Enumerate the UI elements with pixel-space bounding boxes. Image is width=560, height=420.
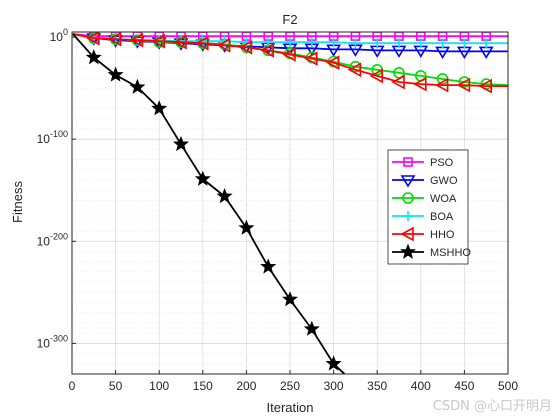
data-point-boa (415, 38, 426, 49)
y-tick-label: 10-300 (37, 333, 68, 350)
x-tick-label: 350 (367, 379, 387, 393)
data-point-boa (372, 38, 383, 49)
data-point-mshho (238, 219, 255, 235)
data-point-hho (86, 32, 100, 46)
plot-area (72, 32, 508, 374)
x-tick-label: 0 (69, 379, 76, 393)
watermark: CSDN @心口开明月 (432, 399, 552, 414)
data-point-boa (394, 38, 404, 49)
legend-marker-woa (402, 192, 414, 204)
data-point-hho (282, 47, 296, 62)
data-point-hho (413, 76, 427, 92)
data-point-hho (391, 74, 405, 90)
data-point-hho (238, 39, 253, 55)
data-point-mshho (129, 78, 146, 94)
data-point-hho (195, 35, 209, 51)
data-point-mshho (216, 188, 233, 204)
legend-marker-hho (400, 226, 414, 242)
data-point-boa (328, 37, 339, 48)
x-tick-label: 450 (454, 379, 474, 393)
series-hho (72, 32, 508, 94)
data-point-hho (107, 32, 122, 47)
data-point-hho (216, 37, 231, 53)
data-point-boa (285, 37, 295, 48)
legend-marker-gwo (400, 175, 416, 188)
legend-label-mshho: MSHHO (430, 247, 471, 259)
legend-entry-gwo: GWO (392, 175, 458, 188)
x-tick-label: 500 (498, 379, 518, 393)
series-line-pso (72, 33, 508, 37)
legend-label-boa: BOA (430, 211, 454, 223)
x-tick-label: 400 (411, 379, 431, 393)
legend-marker-mshho (399, 243, 417, 259)
data-point-hho (260, 43, 275, 58)
data-point-boa (263, 37, 274, 48)
y-tick-label: 10-100 (37, 129, 68, 146)
data-point-hho (434, 77, 449, 93)
data-point-mshho (194, 170, 211, 186)
data-point-hho (347, 62, 362, 78)
legend-label-gwo: GWO (430, 175, 458, 187)
legend-entry-mshho: MSHHO (392, 243, 471, 259)
data-point-boa (350, 38, 361, 49)
y-tick-label: 100 (50, 27, 68, 44)
x-tick-label: 250 (280, 379, 300, 393)
x-tick-label: 200 (236, 379, 256, 393)
data-point-mshho (172, 135, 190, 152)
legend-marker-boa (403, 211, 413, 221)
legend-label-woa: WOA (430, 193, 457, 205)
data-point-woa (393, 67, 405, 79)
data-point-mshho (281, 291, 299, 307)
legend-entry-pso: PSO (392, 157, 454, 169)
legend-box (387, 149, 469, 265)
x-tick-label: 150 (193, 379, 213, 393)
x-axis-label: Iteration (267, 400, 314, 415)
data-point-mshho (303, 320, 320, 336)
x-axis-ticks: 0 50 100 150 200 250 300 350 400 450 500 (69, 370, 518, 393)
legend-label-pso: PSO (430, 157, 454, 169)
x-tick-label: 300 (324, 379, 344, 393)
data-point-hho (151, 33, 165, 49)
data-point-boa (481, 38, 492, 49)
data-point-hho (456, 77, 471, 93)
y-axis-ticks: 100 10-100 10-200 10-300 (37, 27, 76, 350)
y-axis-label: Fitness (10, 181, 25, 223)
series-line-hho (72, 33, 508, 87)
data-point-mshho (85, 49, 102, 65)
y-tick-label: 10-200 (37, 231, 68, 248)
data-point-mshho (260, 258, 277, 274)
data-point-hho (304, 51, 318, 66)
data-point-hho (325, 55, 340, 70)
data-point-boa (306, 37, 317, 48)
data-point-mshho (325, 355, 342, 371)
legend-entry-boa: BOA (392, 211, 454, 223)
data-point-mshho (151, 100, 168, 116)
data-point-hho (173, 34, 187, 50)
legend-label-hho: HHO (430, 229, 455, 241)
data-point-mshho (107, 66, 124, 82)
legend-marker-pso (403, 157, 413, 167)
chart-title: F2 (282, 12, 297, 27)
data-point-hho (369, 68, 384, 84)
data-point-hho (478, 78, 493, 94)
x-tick-label: 100 (149, 379, 169, 393)
data-point-boa (459, 38, 470, 49)
legend-entry-woa: WOA (392, 192, 457, 205)
x-tick-label: 50 (109, 379, 123, 393)
legend-entry-hho: HHO (392, 226, 455, 242)
legend: PSO GWO WOA BOA HHO MSHHO (387, 149, 471, 265)
series-mshho (72, 33, 346, 374)
data-point-hho (129, 32, 144, 48)
data-point-boa (437, 38, 448, 49)
